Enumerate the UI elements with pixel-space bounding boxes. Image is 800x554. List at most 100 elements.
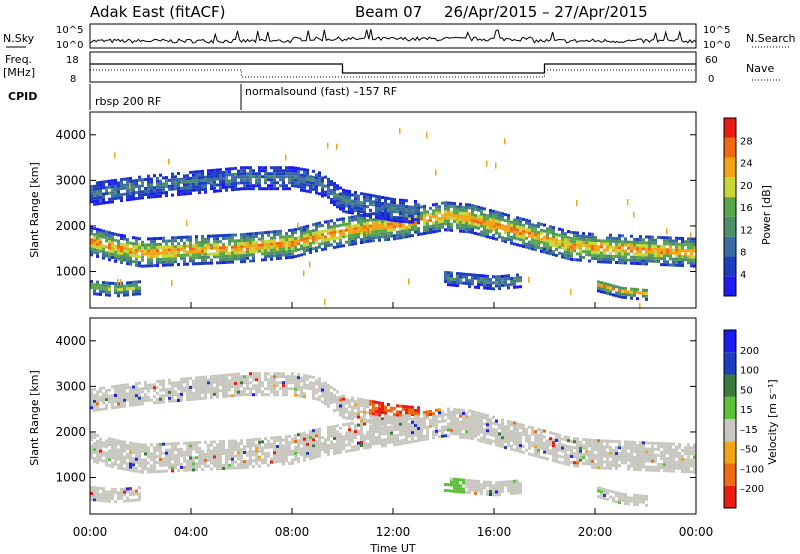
velocity-cell [144, 464, 147, 468]
velocity-cell [477, 414, 480, 418]
velocity-cell [504, 446, 507, 450]
power-cell [120, 234, 123, 237]
power-cell [492, 215, 495, 219]
power-cell [483, 216, 486, 220]
power-cell [111, 235, 114, 238]
velocity-cell [315, 397, 318, 401]
power-cell [288, 172, 291, 176]
velocity-cell [447, 410, 450, 414]
power-cell [198, 253, 201, 257]
velocity-cell [171, 466, 174, 470]
power-cell [228, 239, 231, 243]
power-cell [282, 244, 285, 248]
power-cell [201, 169, 204, 173]
velocity-cell [213, 452, 216, 456]
power-cell [528, 219, 531, 223]
velocity-cell [252, 375, 255, 379]
velocity-cell [228, 439, 231, 443]
velocity-cell [147, 395, 150, 399]
velocity-cell [516, 437, 519, 441]
velocity-cell [171, 396, 174, 400]
power-cell [474, 285, 477, 289]
velocity-cell [477, 489, 480, 492]
velocity-cell [234, 466, 237, 470]
power-cell [117, 279, 119, 285]
velocity-cell [300, 432, 303, 436]
velocity-cell [138, 396, 141, 400]
power-cell [348, 202, 351, 205]
velocity-cell [249, 453, 252, 457]
power-cell [351, 215, 354, 219]
velocity-cell [114, 500, 117, 504]
velocity-cell [201, 378, 204, 382]
velocity-cell [396, 427, 399, 431]
velocity-cell [510, 423, 513, 427]
power-cell [333, 188, 336, 192]
power-cell [450, 222, 453, 226]
power-cell [138, 243, 141, 247]
velocity-cell [120, 461, 123, 464]
power-cell [510, 241, 513, 245]
velocity-cell [480, 489, 483, 493]
power-cell [621, 252, 624, 256]
velocity-cell [141, 387, 144, 391]
power-cell [657, 244, 660, 248]
velocity-cell [102, 487, 105, 491]
velocity-cell [189, 459, 192, 463]
power-cell [273, 187, 276, 191]
velocity-cell [129, 459, 132, 463]
velocity-cell [552, 459, 555, 463]
power-cell [432, 215, 435, 219]
power-cell [345, 225, 348, 229]
velocity-cell [351, 430, 354, 434]
power-cell [96, 230, 99, 234]
velocity-cell [156, 470, 159, 473]
velocity-cell [120, 493, 123, 497]
power-cell [291, 234, 294, 238]
velocity-cell [510, 432, 513, 436]
power-cell [561, 246, 564, 250]
velocity-cell [417, 412, 420, 416]
velocity-cell [240, 448, 243, 452]
power-cell [225, 173, 228, 177]
power-cell [420, 217, 423, 221]
power-cell [189, 176, 192, 180]
velocity-cell [99, 492, 102, 496]
power-cell [156, 258, 159, 261]
power-cell [597, 260, 600, 264]
velocity-cell [558, 448, 561, 452]
velocity-cell [348, 449, 351, 453]
power-cell [237, 257, 240, 261]
power-cell [348, 211, 351, 214]
velocity-cell [363, 446, 366, 450]
velocity-cell [600, 493, 603, 497]
velocity-cell [120, 399, 123, 403]
power-cell [273, 169, 276, 173]
power-cell [519, 276, 522, 280]
velocity-cell [444, 434, 447, 438]
velocity-cell [336, 396, 339, 400]
power-cell [267, 242, 270, 246]
power-cell [408, 216, 411, 220]
velocity-cell [600, 466, 603, 470]
velocity-cell [237, 451, 240, 455]
power-cell [204, 258, 207, 262]
power-cell [195, 256, 198, 260]
power-cell [414, 215, 417, 219]
velocity-cell [252, 372, 255, 376]
power-cell [369, 236, 372, 240]
power-cell [114, 238, 117, 242]
power-cell [159, 251, 162, 255]
power-cell [396, 207, 399, 211]
power-cell [363, 207, 366, 211]
power-cell [615, 237, 618, 240]
velocity-cell [123, 493, 126, 497]
power-cell [489, 230, 492, 233]
power-cell [189, 241, 192, 245]
power-cell [132, 245, 135, 249]
velocity-cell [96, 498, 99, 502]
velocity-cell [339, 413, 342, 417]
power-cell [651, 244, 654, 248]
power-cell [96, 190, 99, 194]
power-cell [360, 226, 363, 229]
